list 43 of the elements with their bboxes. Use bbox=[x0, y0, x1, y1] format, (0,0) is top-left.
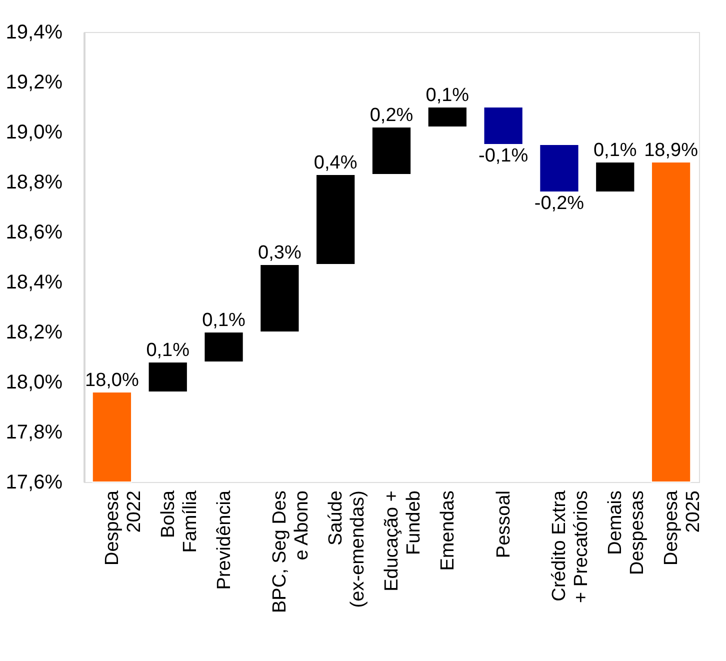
x-tick-label: Bolsa Família bbox=[158, 490, 201, 553]
data-label: -0,1% bbox=[478, 146, 528, 166]
y-tick-label: 18,4% bbox=[6, 272, 63, 294]
y-tick-label: 19,4% bbox=[6, 22, 63, 44]
data-label: 18,9% bbox=[644, 140, 698, 161]
y-tick-label: 17,8% bbox=[6, 422, 63, 444]
data-label: 0,3% bbox=[258, 242, 302, 264]
x-tick-label: Despesa 2025 bbox=[661, 490, 704, 566]
x-tick-label: Emendas bbox=[437, 490, 458, 571]
x-tick-label: Crédito Extra + Precatórios bbox=[549, 490, 592, 603]
y-tick-label: 18,0% bbox=[6, 372, 63, 394]
data-label: 18,0% bbox=[85, 370, 139, 391]
bar bbox=[539, 144, 580, 192]
y-tick-label: 18,8% bbox=[6, 172, 63, 194]
bar bbox=[595, 162, 636, 192]
x-tick-label: BPC, Seg Des e Abono bbox=[270, 490, 313, 613]
data-label: 0,1% bbox=[202, 310, 246, 331]
y-tick-label: 19,2% bbox=[6, 72, 63, 94]
x-tick-label: Saúde (ex-emendas) bbox=[326, 490, 369, 608]
bar bbox=[483, 106, 524, 145]
data-label: 0,4% bbox=[314, 152, 358, 174]
bar bbox=[427, 106, 468, 128]
data-label: 0,1% bbox=[146, 340, 190, 361]
x-tick-label: Previdência bbox=[214, 490, 235, 590]
y-tick-label: 18,6% bbox=[6, 222, 63, 244]
y-tick-label: 18,2% bbox=[6, 322, 63, 344]
bar bbox=[260, 264, 300, 332]
bar bbox=[316, 174, 356, 265]
bar bbox=[92, 392, 132, 482]
bar bbox=[371, 126, 412, 175]
bar bbox=[204, 332, 244, 362]
bar bbox=[148, 362, 188, 392]
data-label: 0,1% bbox=[426, 85, 470, 106]
x-tick-label: Pessoal bbox=[493, 490, 514, 558]
bar bbox=[650, 162, 692, 482]
x-tick-label: Demais Despesas bbox=[605, 490, 648, 575]
data-label: 0,1% bbox=[593, 140, 637, 161]
y-tick-label: 19,0% bbox=[6, 122, 63, 144]
x-tick-label: Despesa 2022 bbox=[102, 490, 145, 566]
data-label: 0,2% bbox=[370, 105, 414, 126]
data-label: -0,2% bbox=[534, 193, 584, 214]
x-tick-label: Educação + Fundeb bbox=[382, 490, 424, 592]
y-tick-label: 17,6% bbox=[6, 472, 63, 494]
